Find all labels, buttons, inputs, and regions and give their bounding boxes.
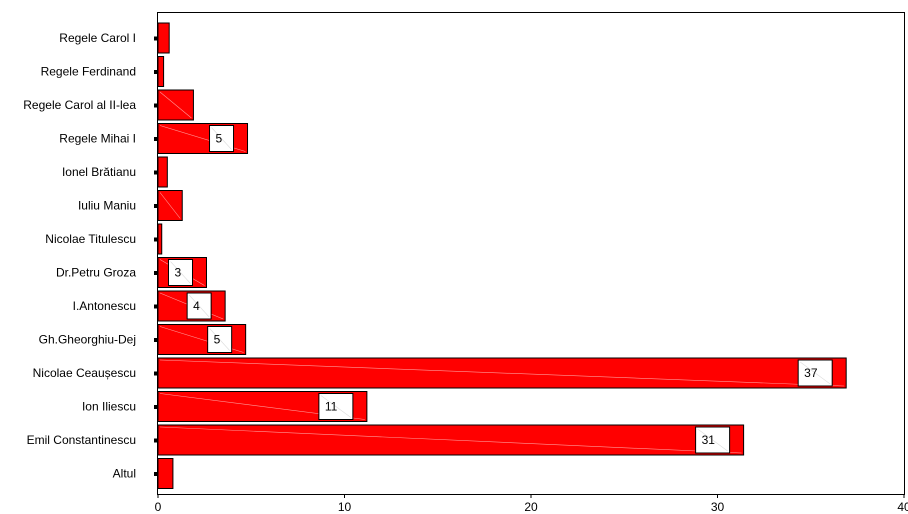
category-label: I.Antonescu — [73, 299, 136, 313]
category-label: Regele Carol al II-lea — [23, 98, 136, 112]
y-tick-mark — [154, 371, 158, 376]
y-tick-mark — [154, 204, 158, 208]
bar-streak — [159, 359, 845, 387]
category-label: Gh.Gheorghiu-Dej — [39, 333, 136, 347]
y-tick-mark — [154, 70, 158, 74]
bar-streak — [159, 192, 181, 219]
data-label: 11 — [325, 400, 338, 414]
x-tick-label: 30 — [711, 500, 725, 514]
y-tick-mark — [154, 405, 158, 409]
y-tick-mark — [154, 472, 158, 476]
data-label-streak — [170, 261, 191, 284]
y-tick-mark — [154, 36, 158, 41]
x-tick-label: 40 — [897, 500, 908, 514]
data-label: 4 — [193, 299, 200, 313]
category-label: Altul — [113, 467, 136, 481]
plot-frame — [157, 12, 905, 495]
bar — [157, 223, 163, 255]
category-labels-group: Regele Carol I Regele Ferdinand Regele Car… — [23, 31, 136, 481]
y-tick-mark — [154, 338, 158, 342]
x-ticks-group: 0 10 20 30 40 — [155, 494, 908, 514]
y-tick-mark — [154, 103, 158, 108]
bar-streak — [159, 426, 742, 454]
bar-streak — [159, 91, 192, 119]
category-label: Regele Mihai I — [59, 132, 136, 146]
category-label: Ionel Brătianu — [62, 165, 136, 179]
data-label-streak — [697, 428, 728, 452]
data-label: 5 — [216, 132, 223, 146]
category-label: Emil Constantinescu — [27, 433, 136, 447]
category-label: Ion Iliescu — [82, 400, 136, 414]
bar — [157, 22, 170, 54]
data-label: 37 — [804, 366, 818, 380]
y-tick-mark — [154, 137, 158, 141]
y-tick-mark — [154, 438, 158, 443]
data-label-streak — [800, 361, 831, 385]
bar — [157, 458, 174, 489]
x-tick-label: 20 — [524, 500, 538, 514]
category-label: Regele Carol I — [59, 31, 136, 45]
data-label: 3 — [174, 266, 181, 280]
data-label-streak — [211, 127, 232, 150]
x-tick-label: 10 — [338, 500, 352, 514]
bar — [157, 156, 168, 188]
data-label-streak — [188, 294, 210, 318]
data-labels-group: 5 3 4 5 37 11 31 — [167, 125, 833, 454]
category-label: Nicolae Titulescu — [45, 232, 136, 246]
y-tick-mark — [154, 170, 158, 175]
x-tick-label: 0 — [155, 500, 162, 514]
y-tick-mark — [154, 237, 158, 242]
data-label: 31 — [702, 433, 716, 447]
category-label: Regele Ferdinand — [41, 65, 136, 79]
y-tick-mark — [154, 304, 158, 309]
category-label: Nicolae Ceaușescu — [33, 366, 136, 380]
category-label: Dr.Petru Groza — [56, 266, 136, 280]
bar — [157, 56, 165, 87]
data-label-streak — [209, 328, 230, 351]
category-label: Iuliu Maniu — [78, 199, 136, 213]
data-label: 5 — [214, 333, 221, 347]
y-tick-mark — [154, 271, 158, 275]
bars-group — [154, 22, 847, 489]
data-label-streak — [320, 395, 352, 418]
bar — [157, 424, 745, 456]
